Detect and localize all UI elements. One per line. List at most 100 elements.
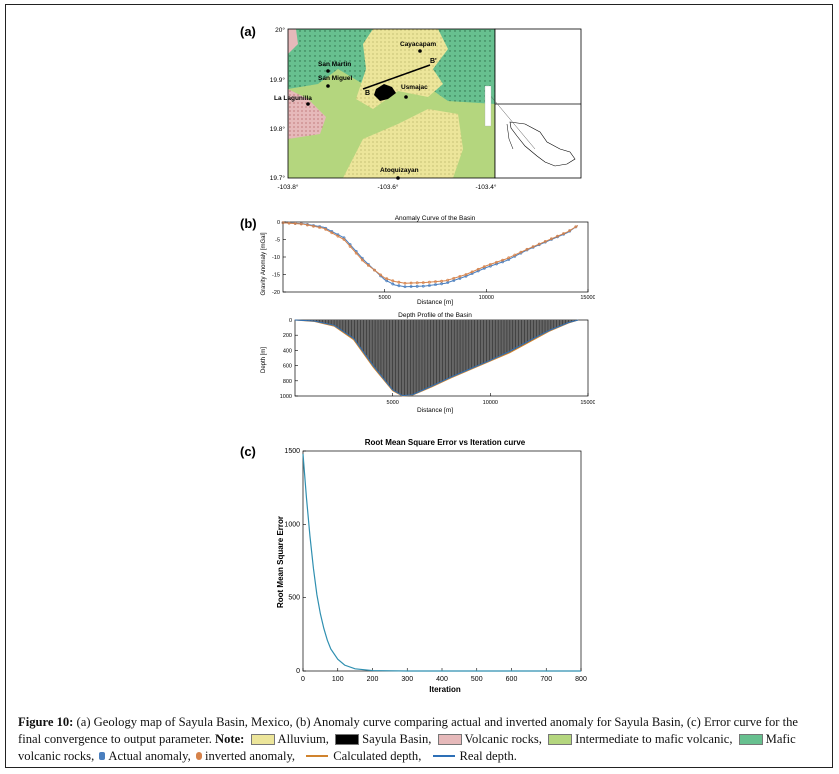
y-tick-label: -10 <box>272 255 280 261</box>
rmse-chart: Root Mean Square Error vs Iteration curv… <box>276 438 587 694</box>
series-marker-1 <box>440 282 444 286</box>
y-tick-label: 0 <box>277 220 280 226</box>
series-marker-2 <box>525 247 529 251</box>
lon-tick: -103.8° <box>277 183 298 191</box>
y-tick-label: 500 <box>288 595 300 602</box>
mexico-inset <box>484 28 582 179</box>
series-marker-2 <box>287 221 291 225</box>
x-tick-label: 15000 <box>580 400 595 406</box>
series-marker-1 <box>488 264 492 268</box>
lon-tick: -103.6° <box>377 183 398 191</box>
x-tick-label: 600 <box>506 676 518 683</box>
series-marker-2 <box>543 240 547 243</box>
y-tick-label: 200 <box>283 333 292 339</box>
series-marker-1 <box>397 284 401 288</box>
series-marker-2 <box>482 265 486 269</box>
actual-anomaly-icon <box>99 752 106 761</box>
series-marker-1 <box>434 283 437 287</box>
x-tick-label: 200 <box>367 676 379 683</box>
series-marker-2 <box>476 267 480 271</box>
panel-label-a: (a) <box>240 24 256 39</box>
town-san-miguel: San Miguel <box>318 75 353 88</box>
series-marker-2 <box>446 278 450 282</box>
svg-text:San Miguel: San Miguel <box>318 75 353 82</box>
series-marker-1 <box>476 269 480 273</box>
y-tick-label: 800 <box>283 379 292 385</box>
caption-figure-number: Figure 10: <box>18 715 74 729</box>
series-marker-2 <box>354 251 358 255</box>
x-tick-label: 400 <box>436 676 448 683</box>
series-marker-2 <box>409 281 413 285</box>
y-tick-label: 1000 <box>280 394 292 400</box>
series-marker-2 <box>348 244 352 248</box>
y-tick-label: -20 <box>272 290 280 296</box>
series-marker-1 <box>421 284 425 288</box>
series-marker-1 <box>464 274 468 278</box>
panel-label-c: (c) <box>240 444 256 459</box>
series-line-1 <box>294 319 579 397</box>
series-marker-2 <box>342 238 346 241</box>
legend-alluvium: Alluvium, <box>277 732 329 746</box>
y-tick-label: 1500 <box>284 448 300 455</box>
mafic-swatch <box>738 733 763 745</box>
series-line-2 <box>294 319 579 397</box>
series-marker-2 <box>330 231 334 235</box>
legend-mafic: Mafic volcanic rocks, <box>18 732 796 763</box>
series-marker-2 <box>415 281 419 285</box>
series-line-2 <box>282 222 579 284</box>
series-marker-2 <box>281 221 285 225</box>
intermediate-swatch <box>548 733 573 745</box>
x-tick-label: 500 <box>471 676 483 683</box>
series-marker-2 <box>549 237 553 241</box>
svg-text:Cayacapam: Cayacapam <box>400 41 436 48</box>
profile-line <box>362 64 431 90</box>
legend-calculated: Calculated depth, <box>333 749 422 763</box>
chart-title: Anomaly Curve of the Basin <box>395 215 476 222</box>
y-tick-label: -5 <box>275 238 280 244</box>
series-marker-1 <box>415 284 419 288</box>
series-marker-2 <box>367 264 370 267</box>
x-tick-label: 10000 <box>483 400 498 406</box>
inverted-anomaly-icon <box>195 752 202 761</box>
panel-label-b: (b) <box>240 216 257 231</box>
series-marker-2 <box>427 280 431 284</box>
series-marker-2 <box>318 226 322 229</box>
x-tick-label: 300 <box>401 676 413 683</box>
lat-tick: 19.7° <box>270 174 286 182</box>
series-marker-2 <box>397 280 401 284</box>
legend-inverted: inverted anomaly, <box>204 749 296 763</box>
series-marker-2 <box>556 234 559 238</box>
svg-text:Usmajac: Usmajac <box>401 84 428 91</box>
mexico-outline <box>509 121 576 167</box>
series-marker-2 <box>488 262 492 266</box>
x-tick-label: 15000 <box>580 295 595 301</box>
x-axis-label: Distance [m] <box>417 299 453 306</box>
plot-area <box>302 450 582 672</box>
series-marker-2 <box>385 277 389 281</box>
series-marker-1 <box>470 272 474 276</box>
series-marker-1 <box>482 266 486 270</box>
profile-end-a-label: B' <box>430 58 437 65</box>
y-tick-label: 0 <box>289 318 292 324</box>
y-tick-label: 600 <box>283 364 292 370</box>
x-tick-label: 5000 <box>379 295 391 301</box>
sayula-basin <box>374 84 396 101</box>
svg-text:San Martin: San Martin <box>318 61 351 68</box>
real-depth-line-icon <box>432 754 455 757</box>
series-marker-2 <box>293 222 297 225</box>
series-marker-2 <box>568 229 572 232</box>
profile-end-b-label: B <box>365 90 370 97</box>
y-tick-label: 0 <box>296 668 300 675</box>
series-marker-1 <box>342 236 346 240</box>
y-tick-label: 400 <box>283 348 292 354</box>
series-line-1 <box>302 453 581 672</box>
caption-text: (a) Geology map of Sayula Basin, Mexico,… <box>18 715 798 746</box>
chart-title: Root Mean Square Error vs Iteration curv… <box>365 438 526 447</box>
series-marker-1 <box>391 282 395 286</box>
series-marker-2 <box>324 228 328 231</box>
basin-swatch <box>335 733 360 745</box>
series-marker-2 <box>379 273 383 277</box>
x-axis-label: Distance [m] <box>417 407 453 414</box>
town-san-martin: San Martin <box>318 61 351 73</box>
series-marker-2 <box>360 258 364 262</box>
